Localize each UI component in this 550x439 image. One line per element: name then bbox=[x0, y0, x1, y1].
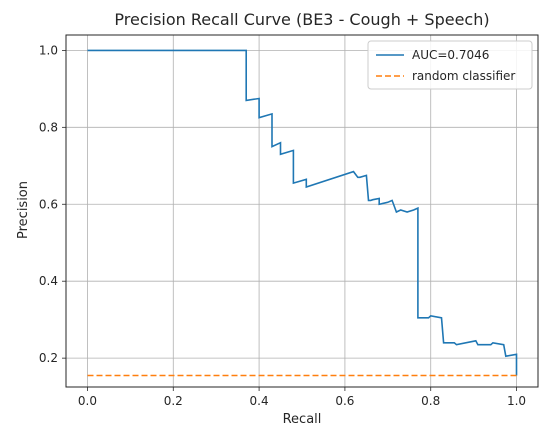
x-axis-ticks: 0.0 0.2 0.4 0.6 0.8 1.0 bbox=[78, 387, 526, 408]
pr-curve-line bbox=[87, 49, 518, 376]
x-tick-label: 0.0 bbox=[78, 394, 97, 408]
x-tick-label: 0.4 bbox=[250, 394, 269, 408]
x-tick-label: 0.8 bbox=[421, 394, 440, 408]
legend: AUC=0.7046 random classifier bbox=[367, 40, 533, 90]
x-tick-label: 0.6 bbox=[335, 394, 354, 408]
plot-frame bbox=[65, 34, 539, 388]
y-tick-label: 0.2 bbox=[39, 351, 58, 365]
legend-label: AUC=0.7046 bbox=[412, 48, 489, 62]
chart-title: Precision Recall Curve (BE3 - Cough + Sp… bbox=[114, 10, 489, 29]
y-tick-label: 1.0 bbox=[39, 43, 58, 57]
y-axis-label: Precision bbox=[16, 181, 31, 239]
y-tick-label: 0.8 bbox=[39, 120, 58, 134]
x-tick-label: 1.0 bbox=[507, 394, 526, 408]
y-tick-label: 0.4 bbox=[39, 274, 58, 288]
x-axis-label: Recall bbox=[283, 412, 322, 427]
series-layer bbox=[87, 49, 518, 377]
legend-label: random classifier bbox=[412, 69, 515, 83]
x-tick-label: 0.2 bbox=[164, 394, 183, 408]
y-axis-ticks: 0.2 0.4 0.6 0.8 1.0 bbox=[39, 43, 66, 365]
legend-box bbox=[367, 40, 533, 90]
y-tick-label: 0.6 bbox=[39, 197, 58, 211]
